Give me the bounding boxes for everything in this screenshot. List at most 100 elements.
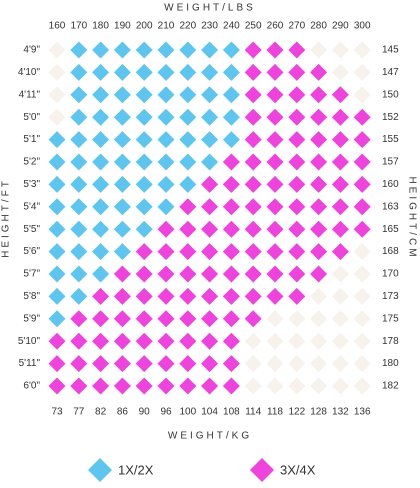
size-cell [113, 310, 131, 328]
ft-label: 4'9" [23, 45, 40, 56]
size-cell [331, 175, 349, 193]
size-cell [353, 108, 371, 126]
size-cell [266, 265, 284, 283]
size-cell [92, 287, 110, 305]
size-cell [157, 175, 175, 193]
size-cell [92, 86, 110, 104]
size-cell [288, 243, 306, 261]
size-cell [288, 131, 306, 149]
size-cell [353, 198, 371, 216]
lbs-label: 220 [179, 21, 196, 32]
size-cell [179, 355, 197, 373]
size-cell [266, 108, 284, 126]
size-cell [201, 41, 219, 59]
size-cell [288, 220, 306, 238]
size-cell [179, 41, 197, 59]
cm-label: 163 [382, 201, 399, 212]
size-cell [288, 108, 306, 126]
size-cell [113, 377, 131, 395]
size-cell [157, 41, 175, 59]
size-cell [48, 175, 66, 193]
size-cell [222, 153, 240, 171]
size-cell [353, 153, 371, 171]
size-cell [310, 108, 328, 126]
size-cell [157, 377, 175, 395]
size-cell [157, 265, 175, 283]
cm-label: 178 [382, 336, 399, 347]
size-cell [92, 131, 110, 149]
size-cell [92, 265, 110, 283]
ft-label: 5'10" [18, 336, 41, 347]
size-cell [201, 355, 219, 373]
size-cell [135, 220, 153, 238]
empty-cell [331, 265, 349, 283]
ft-label: 6'0" [23, 381, 40, 392]
kg-label: 118 [267, 407, 283, 418]
empty-cell [48, 63, 66, 81]
size-cell [113, 131, 131, 149]
kg-label: 86 [117, 407, 129, 418]
size-cell [201, 265, 219, 283]
size-cell [244, 41, 262, 59]
size-cell [135, 243, 153, 261]
size-cell [70, 355, 88, 373]
size-cell [288, 153, 306, 171]
size-cell [113, 355, 131, 373]
size-cell [113, 220, 131, 238]
size-cell [201, 63, 219, 81]
size-cell [310, 63, 328, 81]
size-cell [135, 377, 153, 395]
size-cell [48, 377, 66, 395]
size-cell [266, 153, 284, 171]
empty-cell [266, 355, 284, 373]
size-cell [331, 131, 349, 149]
kg-label: 136 [354, 407, 371, 418]
size-cell [157, 153, 175, 171]
kg-label: 96 [160, 407, 172, 418]
size-cell [266, 198, 284, 216]
cm-label: 150 [382, 89, 399, 100]
empty-cell [288, 310, 306, 328]
size-cell [113, 287, 131, 305]
size-cell [48, 355, 66, 373]
size-cell [92, 175, 110, 193]
empty-cell [331, 287, 349, 305]
empty-cell [353, 265, 371, 283]
size-cell [48, 220, 66, 238]
empty-cell [310, 332, 328, 350]
lbs-label: 180 [92, 21, 109, 32]
size-cell [135, 310, 153, 328]
empty-cell [331, 41, 349, 59]
kg-label: 108 [223, 407, 240, 418]
size-cell [135, 108, 153, 126]
size-cell [179, 175, 197, 193]
size-cell [179, 198, 197, 216]
size-cell [179, 63, 197, 81]
size-cell [92, 220, 110, 238]
empty-cell [266, 332, 284, 350]
empty-cell [266, 310, 284, 328]
size-cell [266, 86, 284, 104]
size-cell [266, 287, 284, 305]
empty-cell [244, 355, 262, 373]
empty-cell [48, 86, 66, 104]
size-cell [222, 131, 240, 149]
lbs-label: 170 [70, 21, 87, 32]
size-cell [331, 153, 349, 171]
size-cell [113, 332, 131, 350]
size-cell [157, 86, 175, 104]
size-cell [201, 377, 219, 395]
size-cell [266, 175, 284, 193]
size-cell [310, 220, 328, 238]
legend-swatch [250, 458, 274, 482]
ft-label: 5'6" [23, 246, 40, 257]
empty-cell [244, 377, 262, 395]
empty-cell [310, 41, 328, 59]
legend-label: 3X/4X [280, 462, 316, 477]
size-cell [201, 108, 219, 126]
cm-label: 160 [382, 179, 399, 190]
size-cell [288, 265, 306, 283]
lbs-label: 210 [158, 21, 175, 32]
size-cell [288, 175, 306, 193]
